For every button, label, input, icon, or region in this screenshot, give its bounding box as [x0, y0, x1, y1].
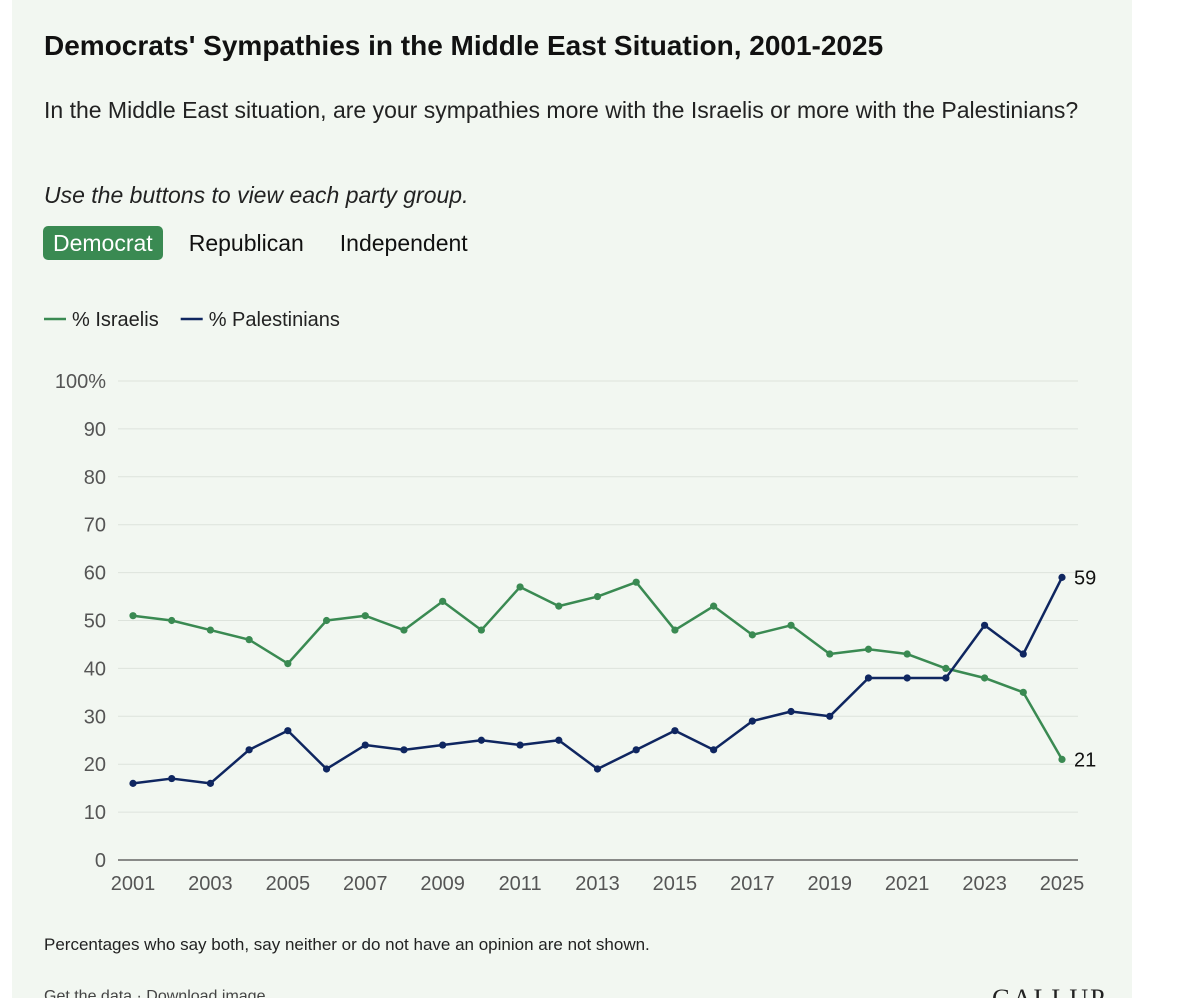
- instruction-text: Use the buttons to view each party group…: [44, 182, 469, 208]
- data-point: [129, 612, 137, 620]
- data-point: [284, 660, 292, 668]
- end-value-label-0: 21: [1074, 749, 1096, 771]
- x-tick-label: 2011: [499, 873, 542, 895]
- data-point: [632, 578, 640, 586]
- y-tick-label: 0: [95, 850, 106, 872]
- data-point: [980, 674, 989, 682]
- data-point: [826, 650, 834, 658]
- data-point: [168, 774, 176, 783]
- y-tick-label: 40: [84, 658, 106, 680]
- data-point: [903, 650, 911, 658]
- data-point: [322, 616, 331, 625]
- data-point: [1019, 650, 1027, 658]
- legend-label-0: % Israelis: [72, 309, 159, 331]
- data-point: [1058, 755, 1066, 764]
- data-links[interactable]: Get the data · Download image: [44, 988, 266, 998]
- data-point: [942, 674, 950, 682]
- x-tick-label: 2019: [808, 873, 853, 895]
- y-tick-label: 30: [84, 706, 106, 728]
- data-point: [555, 736, 563, 744]
- data-point: [516, 583, 524, 591]
- data-point: [864, 645, 873, 653]
- x-tick-label: 2001: [111, 873, 156, 895]
- data-point: [864, 674, 873, 682]
- data-point: [787, 707, 795, 716]
- data-point: [400, 746, 408, 754]
- y-tick-label: 20: [84, 754, 106, 776]
- y-tick-label: 50: [84, 611, 106, 633]
- x-tick-label: 2017: [730, 873, 775, 895]
- x-tick-label: 2007: [343, 873, 388, 895]
- data-point: [206, 779, 215, 787]
- end-value-label-1: 59: [1074, 567, 1096, 589]
- x-tick-label: 2009: [420, 873, 465, 895]
- x-tick-label: 2021: [885, 873, 930, 895]
- chart-title: Democrats' Sympathies in the Middle East…: [44, 30, 884, 61]
- data-point: [787, 621, 795, 629]
- data-point: [477, 626, 485, 634]
- survey-question: In the Middle East situation, are your s…: [44, 97, 1079, 123]
- data-point: [516, 741, 524, 749]
- data-point: [477, 736, 485, 744]
- data-point: [1058, 573, 1066, 581]
- y-tick-label: 90: [84, 419, 106, 441]
- data-point: [361, 741, 369, 749]
- data-point: [710, 602, 718, 610]
- data-point: [245, 746, 253, 754]
- data-point: [710, 746, 718, 754]
- data-point: [168, 616, 176, 625]
- chart-card: Democrats' Sympathies in the Middle East…: [12, 0, 1132, 998]
- data-point: [439, 597, 447, 605]
- series-line-1: [131, 576, 1064, 785]
- republican-button[interactable]: Republican: [179, 226, 314, 260]
- data-point: [671, 727, 679, 735]
- y-tick-label: 10: [84, 802, 106, 824]
- x-tick-label: 2025: [1040, 873, 1085, 895]
- data-point: [1019, 688, 1027, 696]
- line-chart: % Israelis % Palestinians 0 10 20 30 40 50 60 70 8…: [44, 309, 1096, 895]
- data-point: [903, 674, 911, 682]
- data-point: [942, 664, 950, 673]
- independent-button[interactable]: Independent: [330, 226, 478, 260]
- data-point: [400, 626, 408, 634]
- data-point: [206, 626, 215, 634]
- data-point: [593, 765, 602, 773]
- data-point: [826, 712, 834, 720]
- y-tick-label: 80: [84, 467, 106, 489]
- x-tick-label: 2023: [962, 873, 1007, 895]
- y-tick-label: 100%: [55, 371, 106, 393]
- data-point: [284, 727, 292, 735]
- y-tick-label: 70: [84, 515, 106, 537]
- democrat-button[interactable]: Democrat: [43, 226, 163, 260]
- x-tick-label: 2013: [575, 873, 620, 895]
- data-point: [980, 621, 989, 629]
- series-line-0: [131, 580, 1064, 761]
- gallup-logo: GALLUP: [992, 984, 1107, 998]
- data-point: [129, 779, 137, 787]
- data-point: [322, 765, 331, 773]
- x-tick-label: 2015: [653, 873, 698, 895]
- data-point: [632, 746, 640, 754]
- data-point: [245, 636, 253, 644]
- data-point: [439, 741, 447, 749]
- data-point: [593, 592, 602, 601]
- data-point: [361, 612, 369, 620]
- legend-label-1: % Palestinians: [209, 309, 340, 331]
- x-tick-label: 2003: [188, 873, 233, 895]
- data-point: [671, 626, 679, 634]
- party-toggle: Democrat Republican Independent: [43, 226, 494, 260]
- y-tick-label: 60: [84, 563, 106, 585]
- footnote: Percentages who say both, say neither or…: [44, 935, 650, 954]
- data-point: [748, 631, 756, 639]
- data-point: [555, 602, 563, 610]
- x-tick-label: 2005: [266, 873, 311, 895]
- data-point: [748, 717, 756, 725]
